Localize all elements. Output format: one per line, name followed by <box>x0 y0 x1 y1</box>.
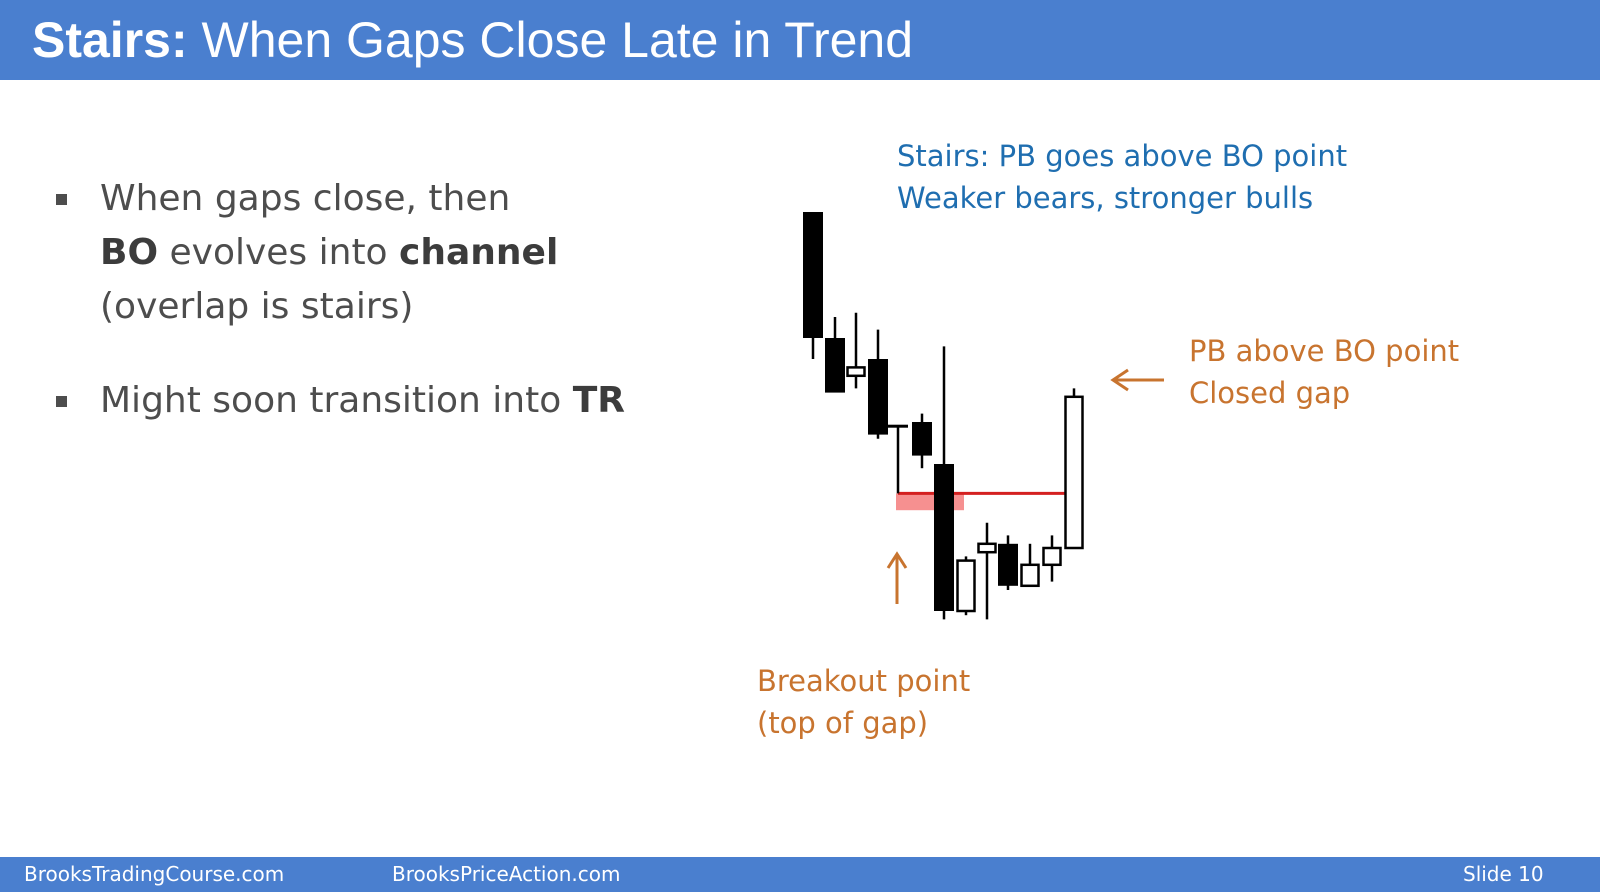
title-bar: Stairs: When Gaps Close Late in Trend <box>0 0 1600 80</box>
bullet-text: (overlap is stairs) <box>100 286 414 327</box>
bullet-line: (overlap is stairs) <box>100 280 692 334</box>
breakout-note-line2: (top of gap) <box>757 706 929 740</box>
bullet-item: When gaps close, then BO evolves into cha… <box>52 172 692 334</box>
candle-body-bear <box>825 338 845 393</box>
breakout-note: Breakout point (top of gap) <box>757 660 970 744</box>
footer-bar: BrooksTradingCourse.com BrooksPriceActio… <box>0 857 1600 892</box>
pb-arrow-head <box>1110 368 1129 392</box>
bullet-text: When gaps close, then <box>100 178 511 219</box>
bullet-marker <box>56 194 67 205</box>
candle-body-bull <box>977 542 997 554</box>
candle-body-bull <box>1020 563 1040 588</box>
bullet-text: Might soon transition into <box>100 380 573 421</box>
bullet-text-bold: channel <box>399 232 559 273</box>
bullet-text-bold: BO <box>100 232 159 273</box>
pb-note: PB above BO point Closed gap <box>1189 330 1459 414</box>
footer-left: BrooksTradingCourse.com <box>24 862 285 886</box>
candle-body-bear <box>912 422 932 456</box>
bullet-line: When gaps close, then <box>100 172 692 226</box>
candle-body-bear <box>998 543 1018 586</box>
stairs-note: Stairs: PB goes above BO point Weaker be… <box>897 135 1347 219</box>
breakout-arrow-head <box>886 551 908 569</box>
candle-body-bear <box>934 464 954 611</box>
slide-number: Slide 10 <box>1463 862 1544 886</box>
candle-body-bear <box>888 424 908 428</box>
stairs-note-line2: Weaker bears, stronger bulls <box>897 181 1314 215</box>
candle-body-bear <box>803 212 823 338</box>
title-rest: When Gaps Close Late in Trend <box>201 12 914 68</box>
bullet-line: Might soon transition into TR <box>100 374 692 428</box>
candle-body-bull <box>846 366 866 378</box>
candle-body-bull <box>1042 546 1062 567</box>
candle-body-bull <box>1064 395 1084 550</box>
candle-body-bull <box>956 559 976 613</box>
bullet-marker <box>56 396 67 407</box>
footer-center: BrooksPriceAction.com <box>392 862 621 886</box>
bullet-line: BO evolves into channel <box>100 226 692 280</box>
bullet-list: When gaps close, then BO evolves into cha… <box>52 172 692 428</box>
breakout-note-line1: Breakout point <box>757 664 971 698</box>
candle-body-bear <box>868 359 888 435</box>
title-bold: Stairs: <box>32 12 188 68</box>
slide-title: Stairs: When Gaps Close Late in Trend <box>32 4 913 76</box>
bullet-item: Might soon transition into TR <box>52 374 692 428</box>
stairs-note-line1: Stairs: PB goes above BO point <box>897 139 1348 173</box>
bullet-text: evolves into <box>158 232 400 273</box>
pb-note-line1: PB above BO point <box>1189 334 1460 368</box>
pb-note-line2: Closed gap <box>1189 376 1351 410</box>
bullet-text-bold: TR <box>572 380 625 421</box>
